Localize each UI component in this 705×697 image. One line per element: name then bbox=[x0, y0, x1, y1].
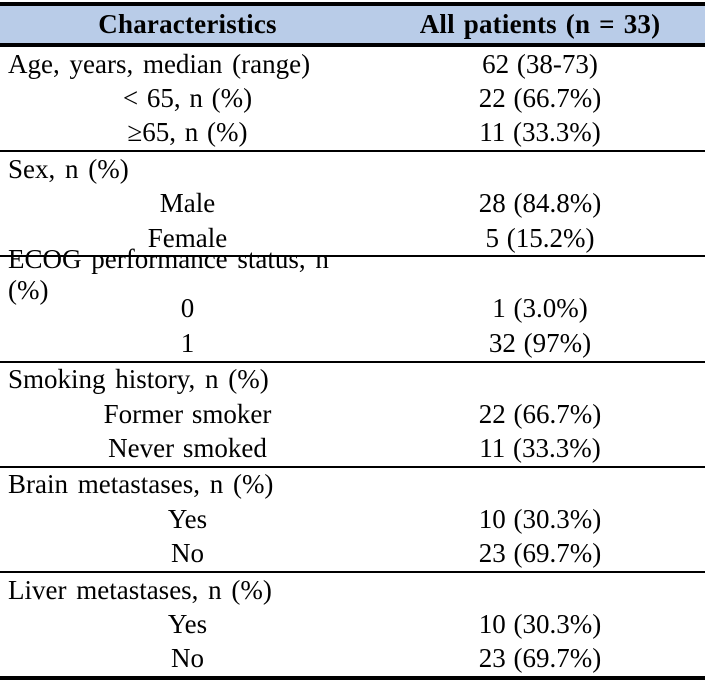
section-brain-metastases: Brain metastases, n (%) Yes 10 (30.3%) N… bbox=[0, 465, 705, 571]
row-value: 5 (15.2%) bbox=[485, 222, 595, 253]
row-value: 11 (33.3%) bbox=[479, 432, 601, 463]
header-all-patients: All patients (n = 33) bbox=[419, 9, 661, 39]
section-smoking: Smoking history, n (%) Former smoker 22 … bbox=[0, 360, 705, 466]
row-value: 22 (66.7%) bbox=[478, 83, 602, 114]
row-value: 62 (38-73) bbox=[482, 48, 598, 79]
row-label: No bbox=[171, 643, 204, 674]
header-bottom-border bbox=[0, 43, 705, 47]
table-top-border bbox=[0, 2, 705, 6]
table-row-ecog: ECOG performance status, n (%) bbox=[0, 244, 705, 305]
table-row-ecog-0: 0 1 (3.0%) bbox=[0, 292, 705, 326]
patient-characteristics-table: Characteristics All patients (n = 33) Ag… bbox=[0, 2, 705, 681]
table-row-ecog-1: 1 32 (97%) bbox=[0, 326, 705, 360]
section-liver-metastases: Liver metastases, n (%) Yes 10 (30.3%) N… bbox=[0, 570, 705, 676]
row-value: 1 (3.0%) bbox=[492, 293, 588, 324]
table-row-sex: Sex, n (%) bbox=[0, 152, 705, 186]
table-row-smoking: Smoking history, n (%) bbox=[0, 363, 705, 397]
table-row-sex-male: Male 28 (84.8%) bbox=[0, 187, 705, 221]
table-row-brain-no: No 23 (69.7%) bbox=[0, 536, 705, 570]
table-row-liver-yes: Yes 10 (30.3%) bbox=[0, 607, 705, 641]
section-ecog: ECOG performance status, n (%) 0 1 (3.0%… bbox=[0, 244, 705, 360]
table-header-row: Characteristics All patients (n = 33) bbox=[0, 6, 705, 43]
row-label: 0 bbox=[180, 293, 195, 324]
row-label: Sex, n (%) bbox=[8, 153, 129, 184]
row-label: Former smoker bbox=[103, 398, 272, 429]
row-value: 23 (69.7%) bbox=[478, 643, 602, 674]
row-label: Never smoked bbox=[108, 432, 267, 463]
row-value: 11 (33.3%) bbox=[479, 117, 601, 148]
row-label: < 65, n (%) bbox=[122, 83, 253, 114]
row-value: 23 (69.7%) bbox=[478, 538, 602, 569]
table-row-brain: Brain metastases, n (%) bbox=[0, 468, 705, 502]
table-row-smoking-former: Former smoker 22 (66.7%) bbox=[0, 397, 705, 431]
table-row-age-lt65: < 65, n (%) 22 (66.7%) bbox=[0, 81, 705, 115]
section-sex: Sex, n (%) Male 28 (84.8%) Female 5 (15.… bbox=[0, 150, 705, 255]
row-label: Liver metastases, n (%) bbox=[8, 574, 272, 605]
table-row-brain-yes: Yes 10 (30.3%) bbox=[0, 502, 705, 536]
row-label: Yes bbox=[167, 608, 208, 639]
row-label: ECOG performance status, n (%) bbox=[8, 243, 329, 305]
row-label: Female bbox=[147, 222, 228, 253]
table-row-liver-no: No 23 (69.7%) bbox=[0, 642, 705, 676]
row-value: 28 (84.8%) bbox=[478, 188, 602, 219]
table-row-liver: Liver metastases, n (%) bbox=[0, 573, 705, 607]
row-label: 1 bbox=[180, 327, 195, 358]
row-label: Male bbox=[159, 188, 216, 219]
table-row-age: Age, years, median (range) 62 (38-73) bbox=[0, 47, 705, 81]
header-characteristics: Characteristics bbox=[98, 9, 277, 39]
row-value: 32 (97%) bbox=[488, 327, 592, 358]
row-label: ≥65, n (%) bbox=[127, 117, 248, 148]
table-bottom-border bbox=[0, 676, 705, 681]
row-value: 10 (30.3%) bbox=[478, 608, 602, 639]
section-age: Age, years, median (range) 62 (38-73) < … bbox=[0, 47, 705, 150]
row-value: 10 (30.3%) bbox=[478, 503, 602, 534]
row-value: 22 (66.7%) bbox=[478, 398, 602, 429]
row-label: Smoking history, n (%) bbox=[8, 364, 269, 395]
row-label: Yes bbox=[167, 503, 208, 534]
row-label: Brain metastases, n (%) bbox=[8, 469, 274, 500]
table-row-sex-female: Female 5 (15.2%) bbox=[0, 221, 705, 255]
table-row-age-ge65: ≥65, n (%) 11 (33.3%) bbox=[0, 116, 705, 150]
row-label: No bbox=[171, 538, 204, 569]
row-label: Age, years, median (range) bbox=[8, 48, 311, 79]
table-row-smoking-never: Never smoked 11 (33.3%) bbox=[0, 431, 705, 465]
